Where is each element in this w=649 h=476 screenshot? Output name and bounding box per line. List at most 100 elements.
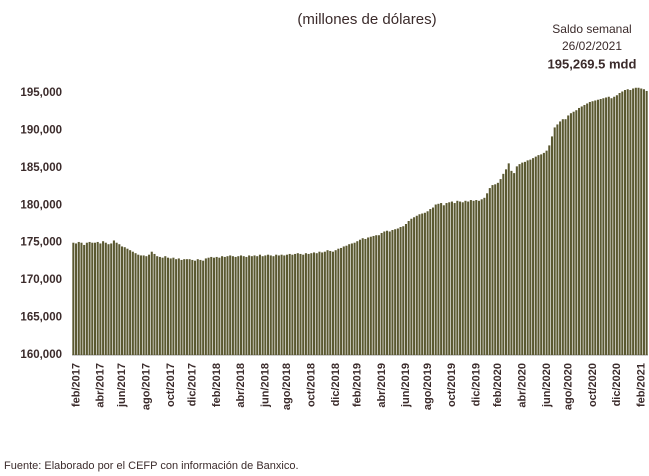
bar [605, 97, 608, 356]
bar [464, 200, 467, 355]
bar [599, 98, 602, 355]
x-tick-label: dic/2017 [187, 363, 199, 406]
bar [407, 221, 410, 355]
bar [115, 242, 118, 355]
bar [299, 253, 302, 355]
y-tick-label: 185,000 [20, 162, 62, 174]
bar [248, 255, 251, 355]
y-tick-label: 195,000 [20, 87, 62, 99]
bar [472, 200, 475, 355]
bar [456, 200, 459, 355]
bar [131, 251, 134, 355]
bar [553, 127, 556, 355]
bar [210, 256, 213, 355]
bar [613, 96, 616, 355]
bar [550, 136, 554, 355]
y-tick-label: 160,000 [20, 349, 62, 361]
bar [269, 255, 272, 355]
x-tick-label: feb/2020 [492, 363, 504, 407]
bar [410, 218, 413, 355]
bar [537, 155, 540, 355]
bar [486, 193, 489, 355]
bar [583, 104, 586, 355]
y-tick-label: 175,000 [20, 237, 62, 249]
bar [634, 87, 637, 355]
bar [502, 173, 505, 355]
bar [191, 259, 194, 355]
bar [440, 203, 443, 355]
bar [642, 89, 645, 355]
x-tick-label: jun/2020 [541, 363, 553, 408]
bar [515, 166, 518, 355]
bar [386, 230, 389, 355]
bar [318, 251, 321, 355]
bar [204, 258, 207, 355]
bar [542, 152, 545, 355]
bar [304, 253, 307, 355]
annotation-label: Saldo semanal [552, 22, 631, 36]
bar [505, 169, 508, 355]
bar [129, 250, 132, 355]
bar [180, 259, 183, 355]
bar [112, 240, 115, 355]
bar [556, 124, 559, 355]
bar [285, 254, 289, 355]
x-tick-label: abr/2017 [95, 363, 107, 408]
bar [399, 226, 402, 355]
bar [494, 184, 497, 355]
bar [423, 212, 426, 355]
bar [491, 185, 494, 355]
bar [402, 226, 405, 355]
x-tick-label: feb/2021 [635, 363, 647, 407]
y-tick-label: 190,000 [20, 124, 62, 136]
x-tick-label: abr/2018 [235, 363, 247, 408]
bar [415, 215, 418, 355]
bar [461, 202, 464, 355]
bar [342, 246, 345, 355]
x-tick-label: oct/2018 [306, 363, 318, 407]
bar [194, 260, 197, 355]
bar [177, 258, 180, 355]
bar [253, 255, 256, 355]
bar [358, 239, 362, 355]
bar [540, 154, 543, 355]
bar [615, 95, 618, 355]
bar [175, 259, 178, 355]
bar [123, 247, 126, 355]
bar [529, 159, 532, 355]
bar [469, 200, 472, 355]
bar [256, 256, 259, 355]
bar [467, 201, 470, 355]
x-tick-label: dic/2018 [330, 363, 342, 406]
bar [586, 103, 589, 355]
x-tick-label: abr/2019 [376, 363, 388, 408]
bar [75, 243, 78, 355]
bar [526, 160, 529, 355]
bar [372, 235, 375, 355]
y-tick-label: 170,000 [20, 274, 62, 286]
bar [448, 202, 451, 355]
bar [350, 243, 353, 355]
bar [215, 256, 218, 355]
bar [434, 204, 437, 355]
bar [96, 241, 99, 355]
bar [239, 255, 243, 355]
bar [99, 243, 102, 355]
bar [166, 257, 170, 355]
bar [480, 199, 483, 355]
bar [288, 253, 291, 355]
bar [621, 91, 624, 355]
bar [242, 256, 245, 355]
x-tick-label: abr/2020 [516, 363, 528, 408]
bar [202, 260, 205, 355]
bar [329, 250, 332, 355]
bar [518, 164, 521, 355]
bar [523, 161, 526, 355]
x-tick-label: oct/2017 [165, 363, 177, 407]
bar [118, 244, 121, 355]
bar [477, 200, 481, 355]
bar [626, 89, 629, 355]
bar [207, 257, 210, 355]
bar [185, 259, 188, 355]
bar [229, 255, 232, 355]
